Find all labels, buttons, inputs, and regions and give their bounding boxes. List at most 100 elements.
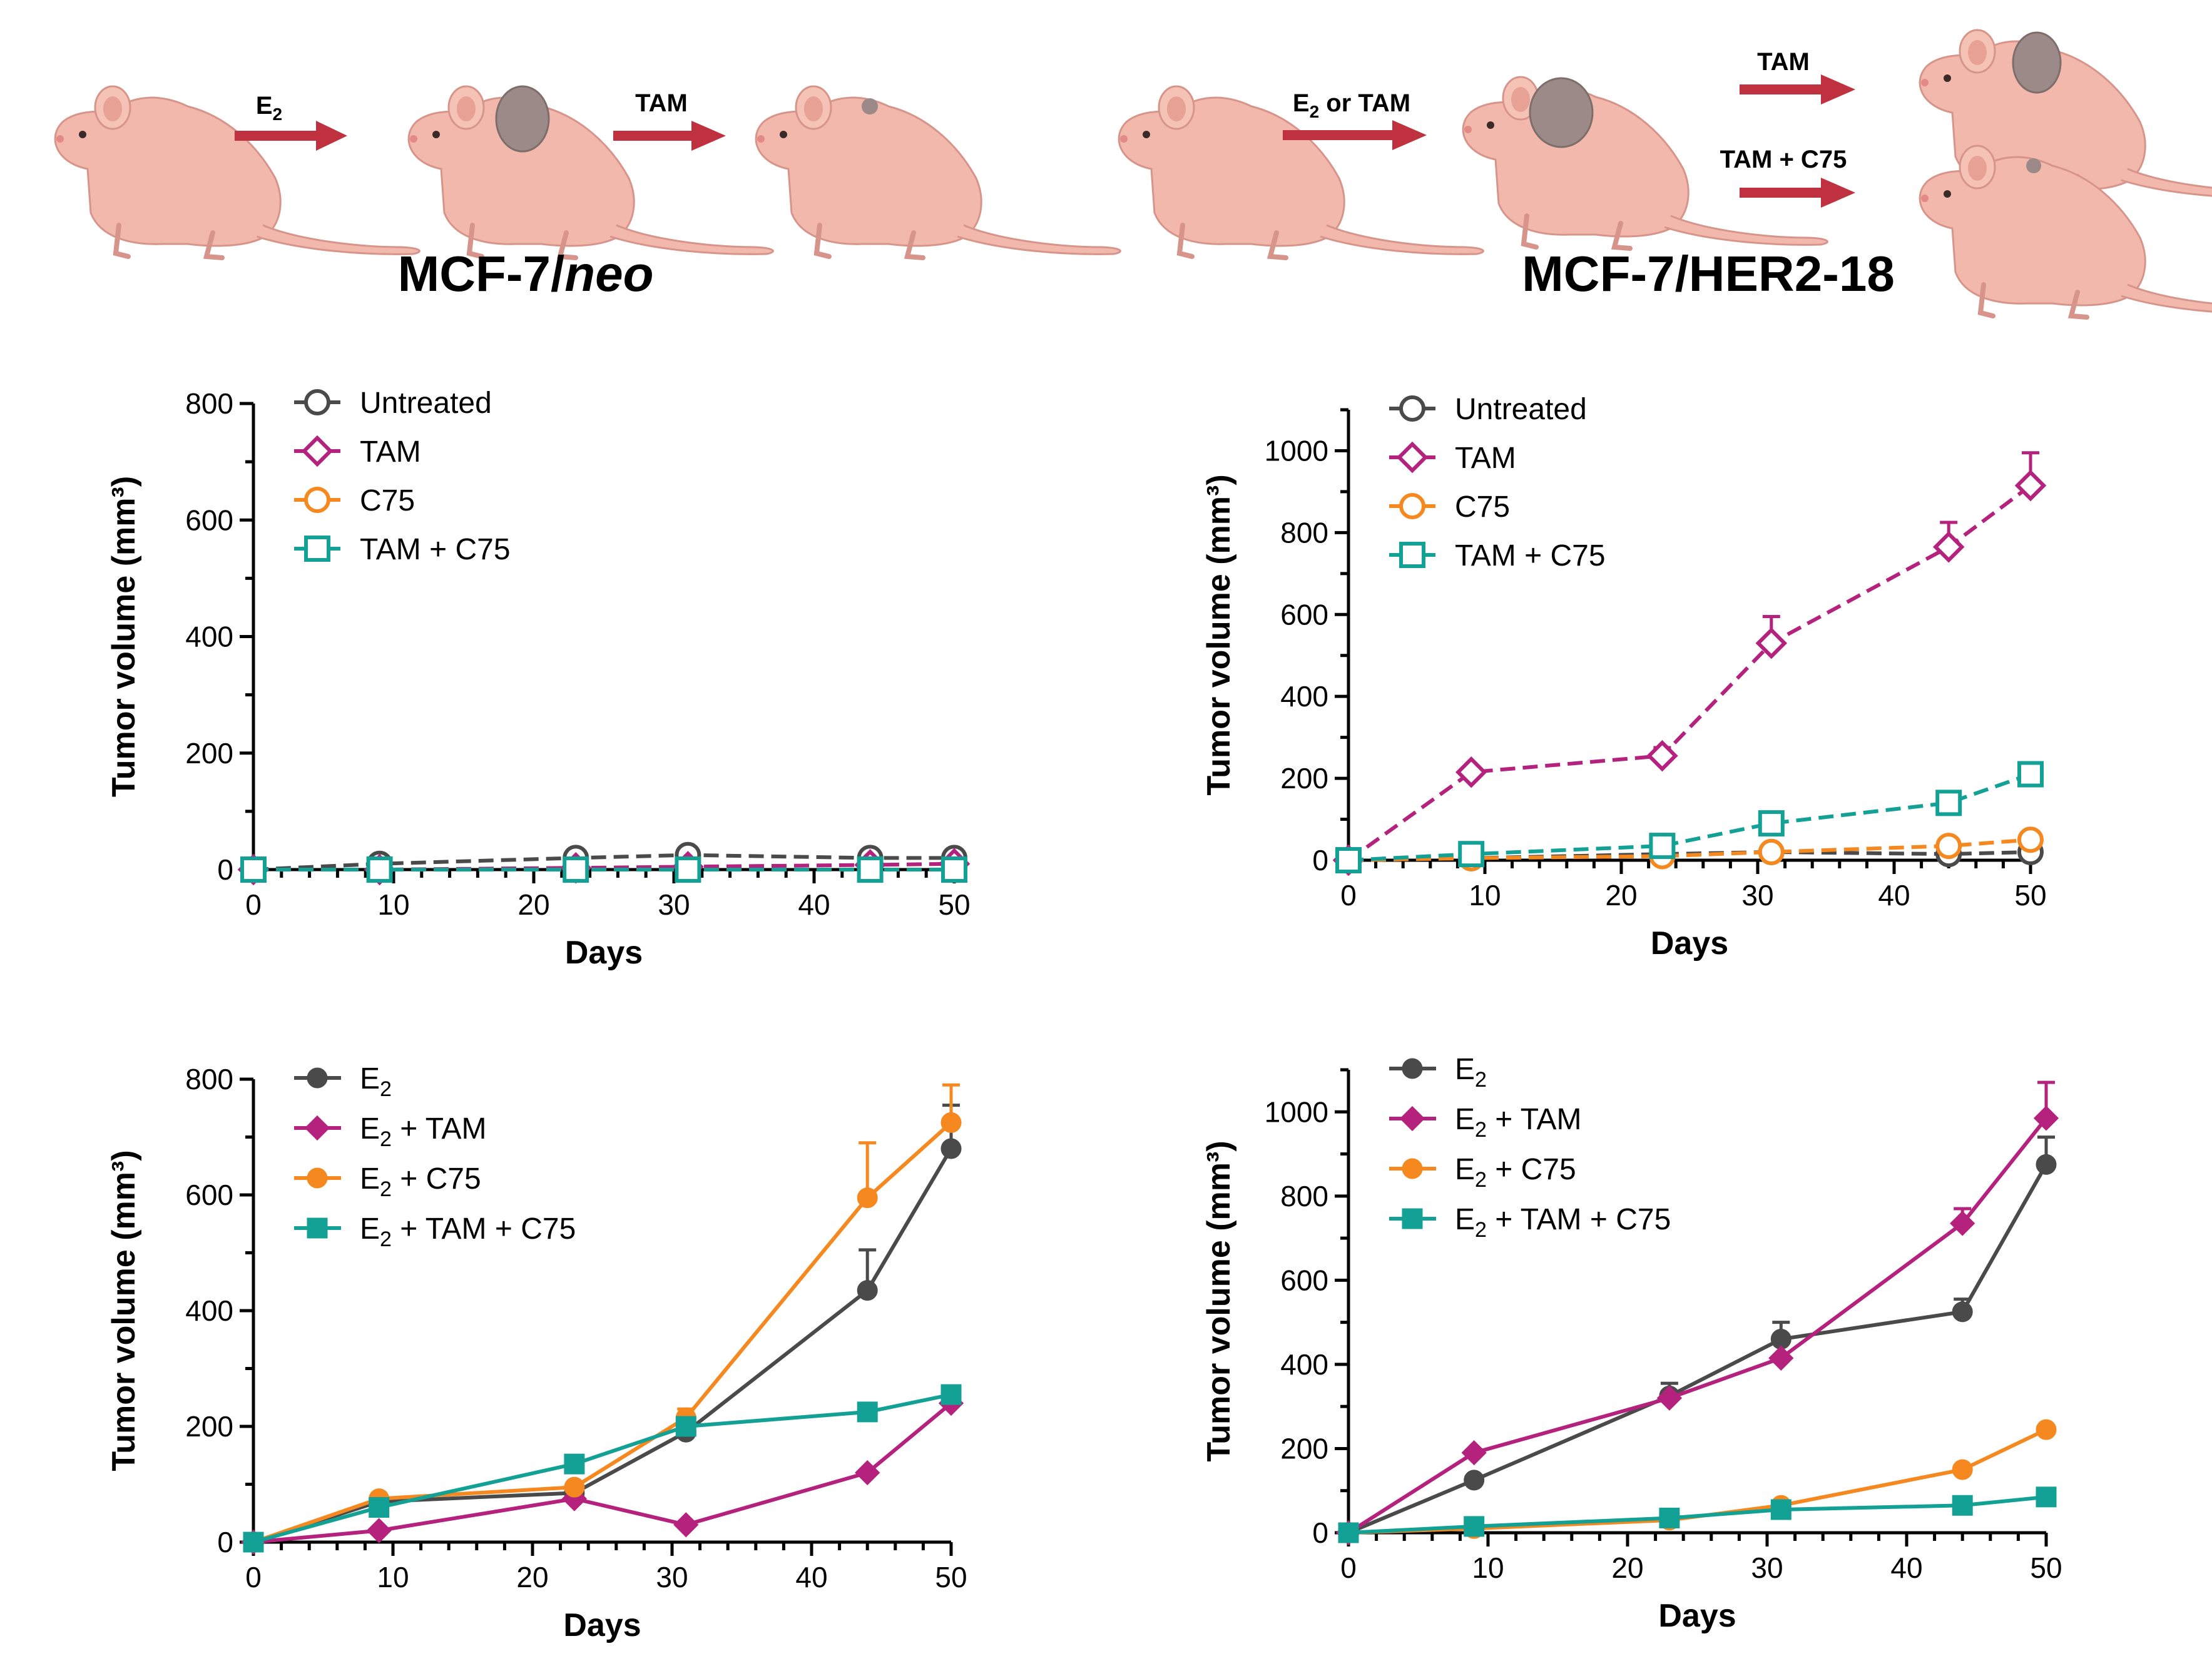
legend-label-main: E bbox=[1455, 1103, 1475, 1136]
legend-label-subscript: 2 bbox=[380, 1227, 392, 1251]
legend-label-main: E bbox=[360, 1212, 380, 1246]
data-point bbox=[857, 1187, 878, 1209]
large-tumor bbox=[495, 85, 550, 153]
legend-marker bbox=[1399, 542, 1425, 568]
y-tick-label: 600 bbox=[185, 1179, 233, 1211]
y-tick-label: 200 bbox=[1280, 762, 1328, 795]
y-tick-label: 200 bbox=[185, 1410, 233, 1443]
legend-label-main: E bbox=[1455, 1053, 1475, 1086]
arrow-e2-or-tam-label-post: or TAM bbox=[1319, 89, 1410, 117]
y-tick-label: 800 bbox=[185, 387, 233, 420]
data-point bbox=[2014, 469, 2047, 502]
data-point bbox=[563, 856, 589, 883]
svg-text:E2 or TAM: E2 or TAM bbox=[1293, 89, 1410, 121]
data-point bbox=[366, 1518, 392, 1543]
x-tick-label: 10 bbox=[1469, 879, 1501, 912]
legend-label: C75 bbox=[360, 484, 415, 517]
legend-label: TAM bbox=[1455, 442, 1516, 475]
legend-marker bbox=[307, 1067, 328, 1089]
legend-label-subscript: 2 bbox=[380, 1177, 392, 1201]
data-point bbox=[855, 1460, 880, 1486]
x-tick-label: 40 bbox=[798, 888, 830, 921]
data-point bbox=[240, 856, 267, 883]
y-axis-title: Tumor volume (mm³) bbox=[106, 476, 142, 797]
title-left: MCF-7/neo bbox=[398, 246, 654, 302]
y-tick-label: 600 bbox=[1280, 1264, 1328, 1296]
y-tick-label: 0 bbox=[1312, 844, 1328, 876]
arrow-tam-label: TAM bbox=[635, 89, 688, 117]
legend-label: TAM + C75 bbox=[360, 533, 511, 566]
x-tick-label: 50 bbox=[935, 1561, 967, 1593]
mouse-illustration bbox=[1920, 146, 2212, 317]
data-point bbox=[941, 856, 967, 883]
legend-marker bbox=[307, 1167, 328, 1189]
data-point bbox=[1932, 531, 1965, 563]
arrow-e2-or-tam-subscript: 2 bbox=[1310, 102, 1320, 121]
y-tick-label: 0 bbox=[217, 853, 233, 886]
legend-label: E2 + TAM bbox=[1455, 1103, 1582, 1142]
legend-label-subscript: 2 bbox=[1475, 1068, 1487, 1092]
legend-marker bbox=[1402, 1058, 1423, 1079]
arrow-e2-label: E bbox=[256, 92, 273, 119]
legend-label: E2 + TAM bbox=[360, 1112, 487, 1151]
legend-label-subscript: 2 bbox=[380, 1077, 392, 1101]
mouse-illustration bbox=[409, 86, 773, 258]
x-axis-title: Days bbox=[1651, 925, 1728, 962]
legend-label-main: E bbox=[1455, 1153, 1475, 1186]
data-point bbox=[2036, 1154, 2057, 1175]
x-tick-label: 30 bbox=[1741, 879, 1773, 912]
series-line bbox=[1348, 1495, 2047, 1535]
data-point bbox=[675, 856, 701, 883]
data-point bbox=[1335, 847, 1362, 873]
arrow-tam-top: TAM bbox=[1740, 48, 1855, 104]
data-point bbox=[1952, 1459, 1973, 1480]
x-tick-label: 0 bbox=[1340, 1552, 1357, 1584]
data-point bbox=[2017, 761, 2044, 788]
y-tick-label: 400 bbox=[185, 621, 233, 653]
arrow-tam-top-label: TAM bbox=[1757, 48, 1810, 76]
legend-label-post: + TAM + C75 bbox=[1487, 1203, 1671, 1236]
data-point bbox=[2036, 1486, 2057, 1508]
data-point bbox=[1338, 1522, 1359, 1543]
x-tick-label: 50 bbox=[2030, 1552, 2062, 1584]
small-tumor bbox=[2026, 158, 2041, 173]
data-point bbox=[1758, 838, 1785, 865]
data-point bbox=[1659, 1507, 1680, 1528]
series-line bbox=[253, 1401, 952, 1544]
legend-label: C75 bbox=[1455, 490, 1510, 524]
chart-her2-e2-combinations: 0 200 400 600 800 1000 0 10 20 30 40 50 Days Tumor vo… bbox=[1201, 1053, 2062, 1634]
legend-label-post: + TAM bbox=[1487, 1103, 1582, 1136]
data-point bbox=[1768, 1345, 1794, 1371]
legend-label: E2 bbox=[360, 1062, 392, 1101]
legend-marker bbox=[1402, 1208, 1423, 1229]
y-axis-title: Tumor volume (mm³) bbox=[106, 1150, 142, 1471]
legend-label-main: E bbox=[360, 1112, 380, 1145]
data-point bbox=[675, 1416, 696, 1437]
y-tick-label: 400 bbox=[185, 1294, 233, 1327]
series-line bbox=[1347, 1163, 2048, 1535]
data-point bbox=[243, 1531, 264, 1553]
svg-text:E2: E2 bbox=[256, 92, 282, 124]
x-tick-label: 0 bbox=[1340, 879, 1357, 912]
legend-marker bbox=[304, 536, 330, 562]
legend-marker bbox=[304, 1115, 330, 1141]
x-tick-label: 20 bbox=[1605, 879, 1637, 912]
y-tick-label: 200 bbox=[185, 737, 233, 770]
data-point bbox=[564, 1476, 585, 1498]
data-point bbox=[1461, 1440, 1487, 1466]
series-line bbox=[1348, 772, 2031, 862]
legend-marker bbox=[1399, 493, 1425, 519]
y-tick-label: 400 bbox=[1280, 1348, 1328, 1381]
legend-marker bbox=[1402, 1158, 1423, 1179]
legend-marker bbox=[1399, 395, 1425, 422]
data-point bbox=[857, 1401, 878, 1423]
arrow-tam: TAM bbox=[613, 89, 726, 151]
data-point bbox=[940, 1384, 962, 1405]
y-tick-label: 200 bbox=[1280, 1432, 1328, 1465]
y-tick-label: 1000 bbox=[1265, 1095, 1328, 1128]
chart-her2-untreated-tam-c75: 0 200 400 600 800 1000 0 10 20 30 40 50 Days Tumor vo… bbox=[1201, 393, 2047, 962]
data-point bbox=[1464, 1516, 1485, 1537]
legend-label-main: E bbox=[360, 1162, 380, 1196]
data-point bbox=[1458, 841, 1485, 868]
data-point bbox=[1646, 739, 1678, 772]
